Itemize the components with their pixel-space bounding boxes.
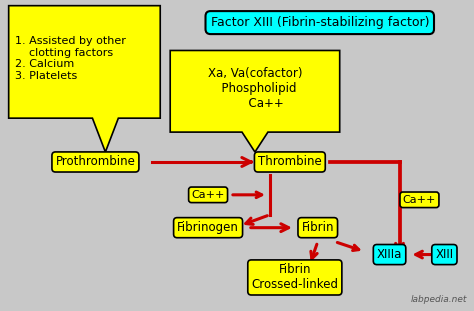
Text: XIII: XIII <box>435 248 454 261</box>
Text: labpedia.net: labpedia.net <box>411 295 467 304</box>
Text: Xa, Va(cofactor)
  Phospholipid
      Ca++: Xa, Va(cofactor) Phospholipid Ca++ <box>208 67 302 110</box>
Text: 1. Assisted by other
    clotting factors
2. Calcium
3. Platelets: 1. Assisted by other clotting factors 2.… <box>15 36 126 81</box>
Text: Ca++: Ca++ <box>403 195 436 205</box>
Text: Thrombine: Thrombine <box>258 156 322 169</box>
Polygon shape <box>170 50 340 152</box>
Text: Fibrin
Crossed-linked: Fibrin Crossed-linked <box>251 263 338 291</box>
Text: Factor XIII (Fibrin-stabilizing factor): Factor XIII (Fibrin-stabilizing factor) <box>210 16 429 29</box>
Polygon shape <box>9 6 160 152</box>
Text: Fibrin: Fibrin <box>301 221 334 234</box>
Text: Ca++: Ca++ <box>191 190 225 200</box>
Text: Prothrombine: Prothrombine <box>55 156 136 169</box>
Text: XIIIa: XIIIa <box>377 248 402 261</box>
Text: Fibrinogen: Fibrinogen <box>177 221 239 234</box>
